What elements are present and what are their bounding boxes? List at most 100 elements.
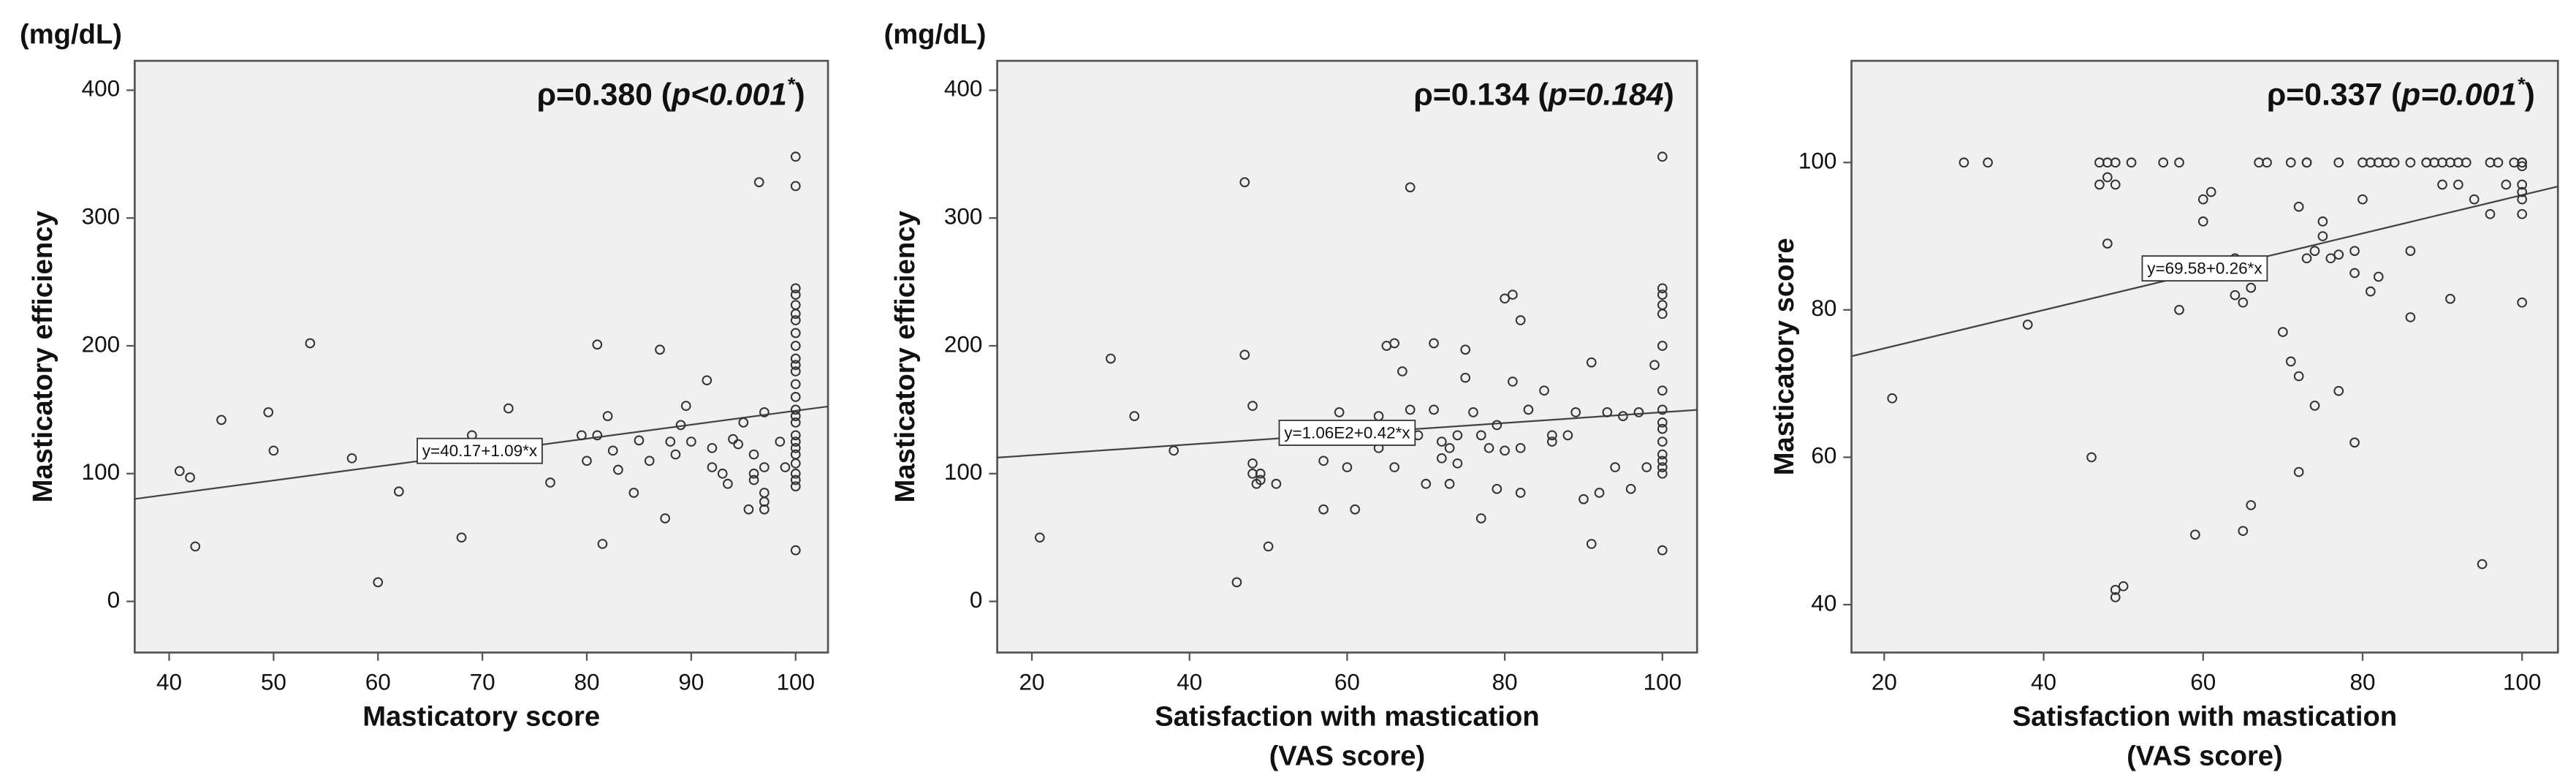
data-point — [2102, 238, 2113, 249]
data-point — [1475, 513, 1486, 523]
data-point — [759, 504, 770, 515]
data-point — [1657, 455, 1668, 466]
data-point — [1657, 417, 1668, 428]
data-point — [738, 417, 749, 428]
data-point — [2501, 179, 2512, 190]
data-point — [790, 436, 801, 447]
data-point — [1500, 445, 1510, 456]
data-point — [1657, 468, 1668, 479]
data-point — [2158, 157, 2169, 168]
annotation: ρ=0.380 (p<0.001*) — [537, 74, 805, 113]
data-point — [790, 468, 801, 479]
y-tick-label: 80 — [1811, 295, 1836, 321]
y-axis-label: Masticatory score — [1768, 238, 1800, 475]
data-point — [597, 539, 608, 549]
data-point — [1492, 420, 1502, 431]
data-point — [790, 379, 801, 390]
data-point — [592, 339, 603, 350]
data-point — [2110, 584, 2121, 595]
data-point — [1468, 407, 1478, 417]
data-point — [748, 468, 759, 479]
data-point — [2405, 246, 2416, 257]
data-point — [790, 392, 801, 402]
data-point — [2189, 529, 2200, 540]
data-point — [2086, 452, 2097, 463]
data-point — [1492, 483, 1502, 494]
data-point — [393, 486, 404, 497]
data-point — [748, 449, 759, 460]
data-point — [1460, 372, 1471, 383]
data-point — [743, 504, 754, 515]
data-point — [748, 475, 759, 485]
data-point — [1271, 478, 1282, 489]
x-tick-label: 80 — [1492, 670, 1518, 695]
data-point — [1169, 445, 1179, 456]
data-point — [2366, 286, 2376, 297]
data-point — [1508, 290, 1518, 300]
data-point — [1389, 462, 1399, 472]
data-point — [1562, 430, 1573, 441]
y-tick-label: 0 — [107, 587, 121, 613]
data-point — [759, 462, 770, 472]
data-point — [2493, 157, 2504, 168]
data-point — [1239, 349, 1250, 360]
data-point — [1247, 401, 1258, 412]
data-point — [1247, 458, 1258, 469]
x-tick-label: 40 — [2031, 670, 2056, 695]
y-tick-label: 60 — [1811, 443, 1836, 469]
data-point — [759, 407, 770, 417]
data-point — [628, 488, 639, 498]
data-point — [1429, 338, 1439, 349]
data-point — [268, 445, 279, 456]
data-point — [790, 300, 801, 310]
data-point — [2517, 157, 2528, 168]
data-point — [1515, 442, 1526, 453]
annotation-part: * — [2517, 74, 2526, 96]
x-tick-label: 60 — [365, 670, 391, 695]
x-axis-label: Satisfaction with mastication — [2013, 701, 2397, 733]
x-axis-label: (VAS score) — [1269, 740, 1426, 771]
data-point — [2174, 304, 2184, 315]
data-point — [503, 403, 514, 414]
data-point — [790, 430, 801, 441]
data-point — [346, 453, 357, 464]
y-unit: (mg/dL) — [20, 19, 122, 50]
y-tick-label: 100 — [1798, 148, 1837, 174]
data-point — [2205, 186, 2216, 197]
data-point — [1625, 483, 1636, 494]
data-point — [2517, 186, 2528, 197]
data-point — [2333, 249, 2344, 260]
data-point — [2246, 282, 2257, 293]
data-point — [2309, 246, 2320, 257]
data-point — [1421, 478, 1432, 489]
data-point — [790, 545, 801, 556]
data-point — [576, 430, 587, 441]
data-point — [582, 455, 592, 466]
data-point — [2421, 157, 2432, 168]
y-tick-label: 200 — [944, 331, 983, 357]
data-point — [2445, 293, 2455, 304]
data-point — [1633, 407, 1644, 417]
data-point — [1436, 453, 1447, 464]
data-point — [1641, 462, 1652, 472]
data-point — [790, 315, 801, 325]
data-point — [1444, 478, 1455, 489]
data-point — [1610, 462, 1620, 472]
annotation-part: ρ=0.134 ( — [1413, 78, 1549, 113]
data-point — [723, 478, 733, 489]
data-point — [1546, 436, 1557, 447]
data-point — [1657, 462, 1668, 472]
data-point — [1452, 430, 1463, 441]
x-tick-label: 70 — [470, 670, 495, 695]
data-point — [2238, 526, 2249, 537]
data-point — [305, 338, 316, 349]
data-point — [1594, 488, 1605, 498]
data-point — [1255, 468, 1266, 479]
data-point — [1657, 436, 1668, 447]
data-point — [607, 445, 618, 456]
data-point — [1444, 442, 1455, 453]
data-point — [1255, 475, 1266, 485]
data-point — [2293, 201, 2304, 212]
x-tick-label: 100 — [1644, 670, 1682, 695]
fit-label: y=69.58+0.26*x — [2147, 260, 2262, 278]
